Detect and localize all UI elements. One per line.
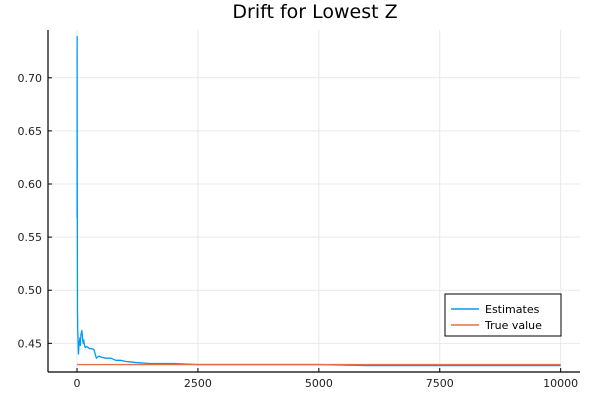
y-tick-label: 0.50 [18,284,43,297]
y-tick-label: 0.65 [18,125,43,138]
x-tick-label: 7500 [426,377,454,390]
chart-title: Drift for Lowest Z [232,1,397,23]
legend-label: Estimates [485,303,540,316]
legend-box [444,293,562,337]
x-tick-label: 0 [74,377,81,390]
x-tick-label: 2500 [184,377,212,390]
legend: Estimates True value [444,293,562,337]
y-tick-label: 0.70 [18,72,43,85]
y-tick-label: 0.45 [18,337,43,350]
y-tick-label: 0.55 [18,231,43,244]
legend-label: True value [484,319,542,332]
plot-series [76,35,561,367]
axes: 0 2500 5000 7500 10000 0.45 0.50 0.55 0.60 0.65 0.… [18,30,580,390]
x-tick-label: 5000 [305,377,333,390]
y-tick-label: 0.60 [18,178,43,191]
x-tick-label: 10000 [543,377,578,390]
grid-lines [48,30,580,372]
